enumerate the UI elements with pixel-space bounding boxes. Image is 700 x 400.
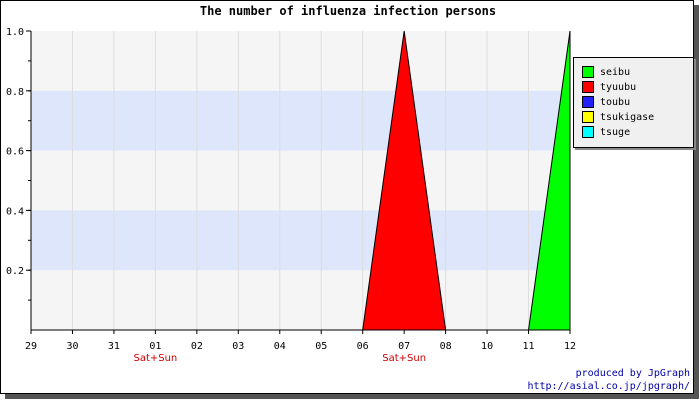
- x-tick-label-3: 01: [149, 341, 161, 352]
- y-tick-label-4: 1.0: [6, 27, 24, 38]
- legend-swatch: [582, 66, 594, 78]
- x-tick-label-9: 07: [398, 341, 410, 352]
- x-tick-label-0: 29: [25, 341, 37, 352]
- legend-item-seibu: seibu: [582, 65, 630, 79]
- legend-label: tyuubu: [600, 81, 637, 93]
- weekend-label-0: Sat+Sun: [133, 353, 177, 364]
- legend-swatch: [582, 96, 594, 108]
- x-tick-label-11: 10: [481, 341, 493, 352]
- legend-swatch: [582, 111, 594, 123]
- y-tick-label-0: 0.2: [6, 266, 24, 277]
- x-tick-label-10: 08: [440, 341, 452, 352]
- chart-title: The number of influenza infection person…: [199, 4, 497, 18]
- y-tick-label-2: 0.6: [6, 147, 24, 158]
- legend-item-toubu: toubu: [582, 95, 630, 109]
- x-tick-label-13: 12: [564, 341, 576, 352]
- x-tick-label-4: 02: [191, 341, 203, 352]
- plot-background: [31, 31, 570, 330]
- grid-band-0: [31, 210, 570, 271]
- x-tick-label-8: 06: [357, 341, 369, 352]
- legend-label: seibu: [600, 66, 631, 78]
- legend-item-tsuge: tsuge: [582, 125, 630, 139]
- x-tick-label-5: 03: [232, 341, 244, 352]
- x-tick-label-6: 04: [274, 341, 286, 352]
- x-tick-label-12: 11: [523, 341, 535, 352]
- legend-label: tsukigase: [600, 111, 655, 123]
- credit-producer: produced by JpGraph: [575, 368, 690, 379]
- credit-url: http://asial.co.jp/jpgraph/: [527, 381, 690, 392]
- legend-label: toubu: [600, 96, 631, 108]
- legend-label: tsuge: [600, 126, 631, 138]
- legend-swatch: [582, 81, 594, 93]
- x-tick-label-2: 31: [108, 341, 120, 352]
- legend-item-tsukigase: tsukigase: [582, 110, 654, 124]
- weekend-label-1: Sat+Sun: [382, 353, 426, 364]
- legend: seibu tyuubu toubu tsukigase tsuge: [573, 57, 694, 148]
- grid-band-1: [31, 90, 570, 151]
- x-tick-label-1: 30: [66, 341, 78, 352]
- x-tick-label-7: 05: [315, 341, 327, 352]
- legend-swatch: [582, 126, 594, 138]
- y-tick-label-3: 0.8: [6, 87, 24, 98]
- y-tick-label-1: 0.4: [6, 206, 24, 217]
- legend-item-tyuubu: tyuubu: [582, 80, 636, 94]
